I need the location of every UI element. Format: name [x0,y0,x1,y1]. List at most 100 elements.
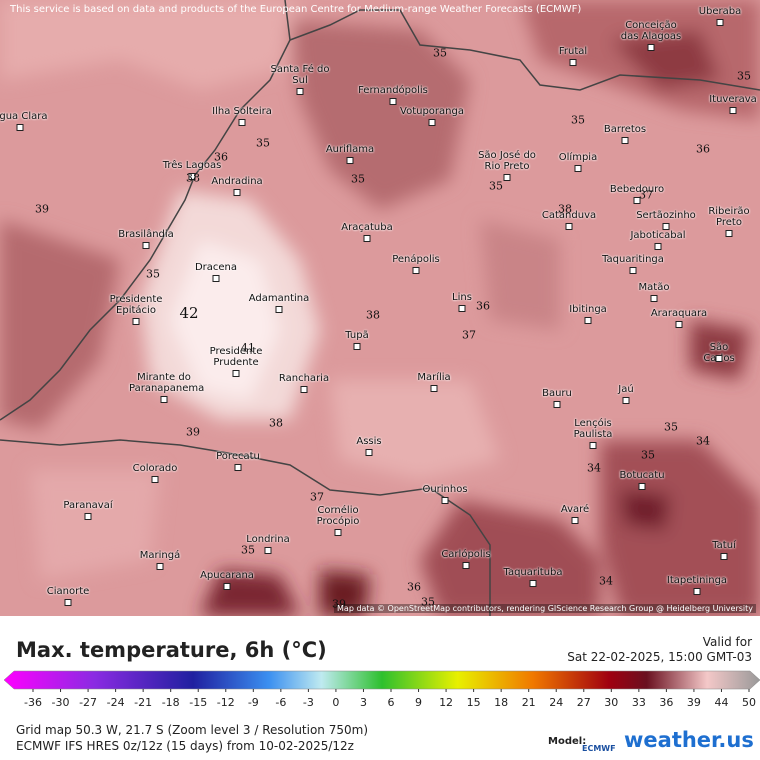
contour-label: 34 [696,434,710,448]
city-marker [132,318,140,325]
city-marker [151,476,159,483]
contour-label: 35 [351,172,365,186]
colorbar-tick-label: 18 [494,696,508,709]
model-run: ECMWF IFS HRES 0z/12z (15 days) from 10-… [16,739,354,753]
city-label: Andradina [211,176,263,187]
city-label: Araçatuba [341,222,393,233]
city-label: Ibitinga [569,304,607,315]
city-label: Auriflama [325,144,375,155]
city-label: Olímpia [558,152,598,163]
colorbar-tick-label: 6 [388,696,395,709]
city-label: Presidente Prudente [209,346,263,368]
city-marker [223,583,231,590]
city-marker [675,321,683,328]
city-marker [296,88,304,95]
city-label: Ourinhos [422,484,468,495]
city-label: Água Clara [0,111,48,122]
contour-label: 36 [407,580,421,594]
colorbar-tick-label: 3 [360,696,367,709]
city-marker [629,267,637,274]
city-marker [569,59,577,66]
contour-label: 41 [241,341,255,355]
city-label: Itapetininga [666,575,728,586]
colorbar-tick-label: -36 [24,696,42,709]
city-marker [188,173,196,180]
contour-label: 35 [737,69,751,83]
city-marker [232,370,240,377]
contour-label: 35 [641,448,655,462]
colorbar-tick-label: 30 [604,696,618,709]
colorbar-tick-label: 39 [687,696,701,709]
city-label: Taquaritinga [602,254,664,265]
contour-label: 36 [696,142,710,156]
contour-label: 36 [214,150,228,164]
city-marker [638,483,646,490]
city-label: Colorado [132,463,178,474]
contour-label: 39 [332,597,346,611]
colorbar-tick-label: 27 [577,696,591,709]
city-marker [503,174,511,181]
contour-label: 35 [664,420,678,434]
city-marker [458,305,466,312]
city-label: Londrina [246,534,290,545]
contour-label: 35 [489,179,503,193]
legend-title: Max. temperature, 6h (°C) [16,638,327,662]
colorbar-tick-label: -12 [217,696,235,709]
city-marker [553,401,561,408]
city-marker [275,306,283,313]
model-label: Model: [548,736,587,747]
city-marker [389,98,397,105]
city-marker [571,517,579,524]
city-label: Três Lagoas [162,160,222,171]
city-marker [574,165,582,172]
city-label: São José do Rio Preto [478,150,536,172]
city-marker [441,497,449,504]
colorbar: -36 -30 -27 -24 -21 -18 -15 -12 -9 -6 -3 0 3 6 9 12 15 18… [3,670,760,709]
city-marker [346,157,354,164]
city-marker [715,355,723,362]
contour-label: 38 [366,308,380,322]
city-marker [725,230,733,237]
contour-label: 35 [421,595,435,609]
city-marker [650,295,658,302]
city-label: Jaú [618,384,634,395]
city-label: Catanduva [541,210,597,221]
colorbar-tick-label: 12 [439,696,453,709]
colorbar-tick-label: 9 [415,696,422,709]
colorbar-tick-label: -3 [303,696,314,709]
colorbar-tick-label: -15 [189,696,207,709]
city-label: Paranavaí [63,500,113,511]
city-marker [621,137,629,144]
colorbar-tick-label: 36 [659,696,673,709]
city-marker [84,513,92,520]
city-label: Taquarituba [503,567,563,578]
city-marker [353,343,361,350]
city-marker [589,442,597,449]
colorbar-tick-label: 0 [332,696,339,709]
city-label: Cornélio Procópio [316,505,360,527]
contour-label: 39 [186,425,200,439]
contour-label: 36 [476,299,490,313]
city-label: Fernandópolis [358,85,428,96]
city-label: Porecatu [216,451,260,462]
brand: weather.us [624,728,754,752]
map-attribution: Map data © OpenStreetMap contributors, r… [334,604,756,613]
contour-label: 42 [179,304,199,322]
contour-label: 34 [587,461,601,475]
city-label: Votuporanga [400,106,464,117]
city-label: Conceição das Alagoas [620,20,682,42]
city-label: Ilha Solteira [212,106,272,117]
map-field [0,0,760,616]
city-label: Adamantina [248,293,310,304]
city-label: Maringá [139,550,181,561]
city-label: Lins [452,292,472,303]
city-marker [462,562,470,569]
city-marker [729,107,737,114]
city-label: Assis [356,436,382,447]
city-marker [584,317,592,324]
city-label: Santa Fé do Sul [270,64,330,86]
colorbar-tick-label: -6 [275,696,286,709]
colorbar-tick-label: 24 [549,696,563,709]
city-label: Carlópolis [441,549,491,560]
